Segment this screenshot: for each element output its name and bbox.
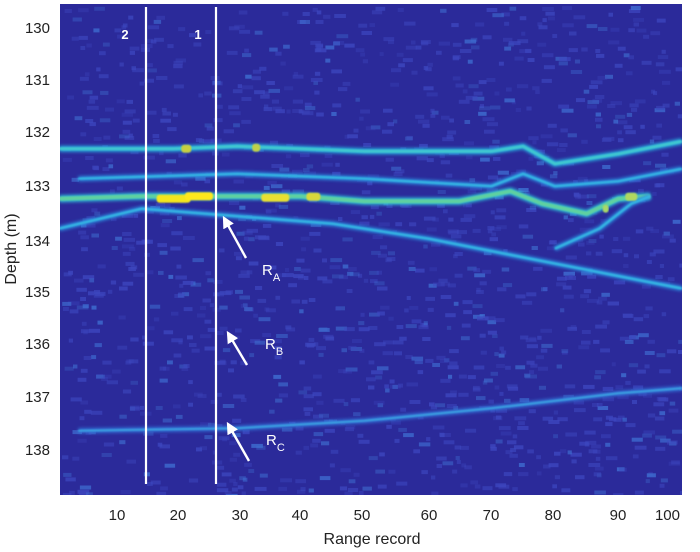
arrow-icon bbox=[226, 330, 249, 366]
hotspot bbox=[156, 194, 191, 203]
arrow-icon bbox=[226, 421, 251, 462]
hotspot bbox=[181, 144, 192, 153]
reflector-branch_90 bbox=[554, 195, 651, 250]
reflector-layer_132_5 bbox=[78, 167, 682, 188]
x-tick-70: 70 bbox=[483, 507, 500, 524]
y-tick-134: 134 bbox=[25, 233, 50, 250]
x-tick-40: 40 bbox=[292, 507, 309, 524]
marker-label-2: 2 bbox=[121, 27, 128, 42]
rc-sub: C bbox=[277, 442, 285, 454]
y-tick-131: 131 bbox=[25, 72, 50, 89]
y-tick-130: 130 bbox=[25, 20, 50, 37]
x-tick-50: 50 bbox=[354, 507, 371, 524]
svg-text:RB: RB bbox=[265, 336, 283, 358]
annotation-ra: RA bbox=[222, 215, 281, 284]
x-tick-60: 60 bbox=[421, 507, 438, 524]
reflector-R_C_137_6 bbox=[78, 387, 682, 432]
y-axis-label: Depth (m) bbox=[3, 213, 20, 284]
x-tick-10: 10 bbox=[109, 507, 126, 524]
hotspot bbox=[252, 143, 261, 152]
hotspot bbox=[625, 192, 638, 201]
svg-text:RC: RC bbox=[266, 432, 285, 454]
y-tick-136: 136 bbox=[25, 336, 50, 353]
x-axis: 10 20 30 40 50 60 70 80 90 100 Range rec… bbox=[109, 507, 680, 548]
x-tick-20: 20 bbox=[170, 507, 187, 524]
y-tick-132: 132 bbox=[25, 124, 50, 141]
reflector-surface_132 bbox=[60, 139, 682, 166]
hotspot bbox=[602, 204, 609, 213]
heatmap-layer bbox=[60, 6, 682, 495]
hotspot bbox=[185, 192, 213, 201]
x-tick-90: 90 bbox=[610, 507, 627, 524]
y-tick-133: 133 bbox=[25, 178, 50, 195]
hotspot bbox=[261, 193, 290, 202]
rb-label: R bbox=[265, 336, 276, 353]
x-tick-30: 30 bbox=[232, 507, 249, 524]
y-axis: 130 131 132 133 134 135 136 137 138 Dept… bbox=[3, 20, 50, 459]
marker-label-1: 1 bbox=[194, 27, 201, 42]
plot-area bbox=[60, 4, 682, 495]
ra-sub: A bbox=[273, 272, 281, 284]
hotspot bbox=[306, 192, 321, 201]
annotation-rb: RB bbox=[226, 330, 283, 366]
y-tick-138: 138 bbox=[25, 442, 50, 459]
rb-sub: B bbox=[276, 346, 283, 358]
x-axis-label: Range record bbox=[324, 531, 421, 548]
svg-text:RA: RA bbox=[262, 262, 281, 284]
x-tick-100: 100 bbox=[655, 507, 680, 524]
reflector-dipping_134 bbox=[60, 207, 682, 290]
rc-label: R bbox=[266, 432, 277, 449]
ra-label: R bbox=[262, 262, 273, 279]
y-tick-135: 135 bbox=[25, 284, 50, 301]
annotation-rc: RC bbox=[226, 421, 285, 462]
y-tick-137: 137 bbox=[25, 389, 50, 406]
x-tick-80: 80 bbox=[545, 507, 562, 524]
arrow-icon bbox=[222, 215, 248, 259]
